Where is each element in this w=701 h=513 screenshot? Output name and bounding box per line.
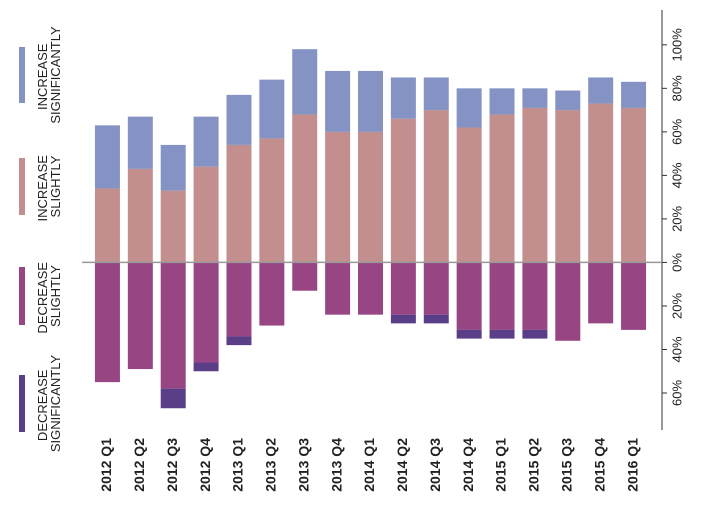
bar-segment	[160, 388, 186, 409]
bar-segment	[423, 77, 449, 111]
bar-segment	[621, 107, 647, 263]
x-tick-label: 2013 Q1	[230, 438, 246, 492]
bar-segment	[325, 70, 351, 132]
bar-segment	[226, 336, 252, 346]
bar-segment	[325, 131, 351, 263]
bar-segment	[489, 114, 515, 263]
bar-segment	[489, 88, 515, 115]
bar-segment	[292, 49, 318, 115]
y-tick-label: 20%	[669, 205, 684, 231]
legend-swatch	[19, 158, 25, 215]
x-tick-label: 2015 Q2	[526, 438, 542, 492]
bar-segment	[127, 168, 153, 263]
bar-segment	[588, 103, 614, 263]
x-tick-label: 2015 Q4	[591, 438, 607, 492]
y-tick-label: 20%	[669, 293, 684, 319]
x-tick-label: 2016 Q1	[624, 438, 640, 492]
bar-segment	[489, 329, 515, 339]
x-tick-label: 2013 Q3	[295, 438, 311, 492]
bar-segment	[193, 262, 219, 363]
bar-segment	[456, 262, 482, 330]
bar-segment	[390, 118, 416, 263]
bar-segment	[94, 125, 120, 189]
bar-segment	[358, 262, 383, 315]
legend-label: INCREASE SLIGHTLY	[35, 151, 63, 221]
bar-segment	[226, 94, 252, 145]
bar-segment	[390, 314, 416, 324]
bar-segment	[292, 114, 318, 263]
bar-segment	[259, 79, 285, 139]
bar-segment	[259, 262, 285, 326]
bar-segment	[127, 116, 153, 169]
y-tick-label: 0%	[669, 253, 684, 272]
x-tick-label: 2014 Q1	[361, 438, 377, 492]
y-tick-label: 40%	[669, 336, 684, 362]
x-tick-label: 2012 Q1	[98, 438, 114, 492]
x-tick-label: 2014 Q4	[460, 438, 476, 492]
y-tick-label: 100%	[669, 28, 684, 62]
bar-segment	[193, 362, 219, 372]
bar-segment	[292, 262, 318, 291]
x-tick-label: 2012 Q2	[131, 438, 147, 492]
bar-segment	[390, 262, 416, 315]
legend-swatch	[19, 47, 25, 103]
x-tick-label: 2013 Q2	[263, 438, 279, 492]
bar-segment	[193, 166, 219, 263]
x-tick-label: 2012 Q4	[197, 438, 213, 492]
bar-segment	[522, 329, 548, 339]
bar-segment	[226, 144, 252, 263]
bar-segment	[358, 70, 383, 132]
bar-segment	[489, 262, 515, 330]
bar-segment	[94, 188, 120, 263]
legend-swatch	[19, 375, 25, 432]
y-tick-label: 60%	[669, 118, 684, 144]
bar-segment	[358, 131, 383, 263]
y-tick-label: 40%	[669, 162, 684, 188]
bar-segment	[621, 81, 647, 108]
bar-segment	[522, 262, 548, 330]
bar-segment	[94, 262, 120, 383]
legend-label: DECREASE SLIGHTLY	[35, 258, 63, 333]
bar-segment	[423, 262, 449, 315]
bar-segment	[193, 116, 219, 167]
y-tick-label: 80%	[669, 75, 684, 101]
x-tick-label: 2015 Q1	[493, 438, 509, 492]
bar-segment	[456, 88, 482, 128]
bar-segment	[423, 314, 449, 324]
x-tick-label: 2014 Q2	[394, 438, 410, 492]
bar-segment	[390, 77, 416, 119]
x-tick-label: 2013 Q4	[328, 438, 344, 492]
bar-segment	[522, 107, 548, 263]
bar-segment	[259, 138, 285, 263]
x-tick-label: 2012 Q3	[164, 438, 180, 492]
bar-segment	[160, 190, 186, 263]
legend-swatch	[19, 267, 25, 325]
bar-segment	[456, 329, 482, 339]
bar-segment	[160, 262, 186, 389]
bar-segment	[423, 110, 449, 263]
bar-segment	[555, 110, 581, 263]
legend-label: INCREASE SIGNIFICANTLY	[35, 26, 63, 124]
bar-segment	[522, 88, 548, 108]
bar-segment	[621, 262, 647, 330]
bar-segment	[226, 262, 252, 337]
bar-segment	[127, 262, 153, 370]
bar-segment	[160, 144, 186, 191]
x-tick-label: 2015 Q3	[558, 438, 574, 492]
x-tick-label: 2014 Q3	[427, 438, 443, 492]
legend-label: DECREASE SIGNIFICANTLY	[35, 355, 63, 453]
bar-segment	[325, 262, 351, 315]
bar-segment	[588, 262, 614, 324]
bar-segment	[588, 77, 614, 104]
bar-segment	[555, 262, 581, 341]
bar-segment	[456, 127, 482, 263]
y-tick-label: 60%	[669, 380, 684, 406]
bar-segment	[555, 90, 581, 111]
